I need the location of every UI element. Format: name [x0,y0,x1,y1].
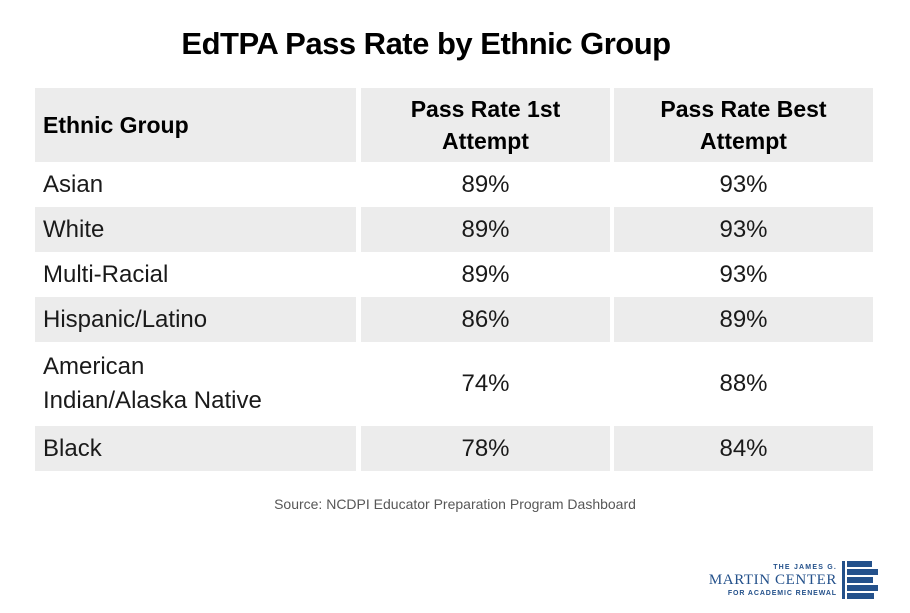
ethnic-group-cell: Asian [43,170,104,198]
first-attempt-cell: 89% [461,170,510,198]
table-row: American Indian/Alaska Native 74% 88% [35,342,873,426]
first-attempt-cell: 89% [461,260,510,288]
first-attempt-cell: 86% [361,297,610,342]
first-attempt-column-header: Pass Rate 1st Attempt [361,88,610,162]
source-caption: Source: NCDPI Educator Preparation Progr… [274,496,636,512]
best-attempt-cell: 89% [614,297,873,342]
table-row: Hispanic/Latino 86% 89% [35,297,873,342]
ethnic-group-cell: Hispanic/Latino [35,297,356,342]
martin-center-logo-text: THE JAMES G. MARTIN CENTER FOR ACADEMIC … [709,564,837,597]
books-stack-icon [842,561,878,599]
table-row: Black 78% 84% [35,426,873,471]
table-header-row: Ethnic Group Pass Rate 1st Attempt Pass … [35,88,873,162]
table-row: White 89% 93% [35,207,873,252]
ethnic-group-column-header: Ethnic Group [35,88,356,162]
best-attempt-cell: 93% [719,260,768,288]
table-row: Multi-Racial 89% 93% [35,252,873,297]
ethnic-group-cell: Black [35,426,356,471]
best-attempt-column-header: Pass Rate Best Attempt [614,88,873,162]
logo-line-1: THE JAMES G. [773,563,837,571]
best-attempt-cell: 93% [719,170,768,198]
best-attempt-cell: 84% [614,426,873,471]
page-title: EdTPA Pass Rate by Ethnic Group [181,26,671,61]
martin-center-logo: THE JAMES G. MARTIN CENTER FOR ACADEMIC … [709,560,878,600]
first-attempt-cell: 78% [361,426,610,471]
pass-rate-table: Ethnic Group Pass Rate 1st Attempt Pass … [35,88,873,471]
table-row: Asian 89% 93% [35,162,873,207]
best-attempt-cell: 88% [719,370,768,398]
first-attempt-cell: 89% [361,207,610,252]
ethnic-group-cell: Multi-Racial [43,260,169,288]
logo-line-2: MARTIN CENTER [708,571,837,588]
first-attempt-cell: 74% [461,370,510,398]
best-attempt-cell: 93% [614,207,873,252]
logo-line-3: FOR ACADEMIC RENEWAL [727,589,837,597]
ethnic-group-cell: White [35,207,356,252]
ethnic-group-cell: American Indian/Alaska Native [43,353,262,414]
